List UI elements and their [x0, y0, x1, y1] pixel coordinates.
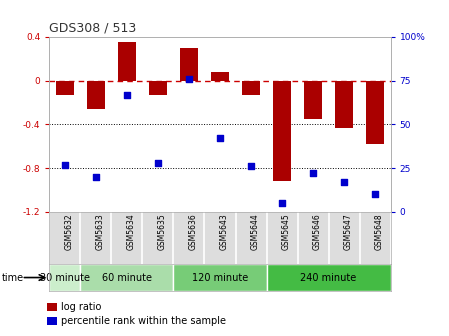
Bar — [87, 81, 105, 109]
Text: GSM5644: GSM5644 — [251, 213, 260, 250]
Text: 240 minute: 240 minute — [300, 272, 357, 283]
Point — [247, 164, 255, 169]
Point — [123, 92, 131, 97]
Text: percentile rank within the sample: percentile rank within the sample — [61, 316, 225, 326]
Text: GSM5648: GSM5648 — [375, 213, 384, 250]
Bar — [211, 72, 229, 81]
Text: 60 minute: 60 minute — [102, 272, 152, 283]
Text: GSM5632: GSM5632 — [65, 213, 74, 250]
Bar — [56, 81, 74, 95]
Bar — [366, 81, 384, 144]
Bar — [118, 42, 136, 81]
Bar — [180, 48, 198, 81]
Point — [216, 136, 224, 141]
Text: log ratio: log ratio — [61, 302, 101, 312]
Bar — [80, 264, 173, 291]
Point — [185, 76, 193, 82]
Bar — [149, 81, 167, 95]
Point — [154, 160, 162, 165]
Point — [278, 200, 286, 206]
Text: GSM5645: GSM5645 — [282, 213, 291, 250]
Bar — [173, 264, 267, 291]
Bar — [49, 264, 80, 291]
Text: GSM5647: GSM5647 — [344, 213, 353, 250]
Point — [92, 174, 100, 179]
Point — [309, 171, 317, 176]
Text: GSM5646: GSM5646 — [313, 213, 322, 250]
Text: time: time — [2, 272, 24, 283]
Text: GSM5635: GSM5635 — [158, 213, 167, 250]
Text: GSM5636: GSM5636 — [189, 213, 198, 250]
Bar — [335, 81, 353, 128]
Text: 30 minute: 30 minute — [40, 272, 90, 283]
Point — [371, 192, 379, 197]
Text: GSM5643: GSM5643 — [220, 213, 229, 250]
Text: 120 minute: 120 minute — [192, 272, 248, 283]
Point — [62, 162, 69, 167]
Text: GSM5633: GSM5633 — [96, 213, 105, 250]
Point — [340, 179, 348, 185]
Text: GDS308 / 513: GDS308 / 513 — [49, 22, 136, 34]
Bar — [273, 81, 291, 181]
Bar — [267, 264, 391, 291]
Text: GSM5634: GSM5634 — [127, 213, 136, 250]
Bar — [242, 81, 260, 95]
Bar — [304, 81, 322, 119]
